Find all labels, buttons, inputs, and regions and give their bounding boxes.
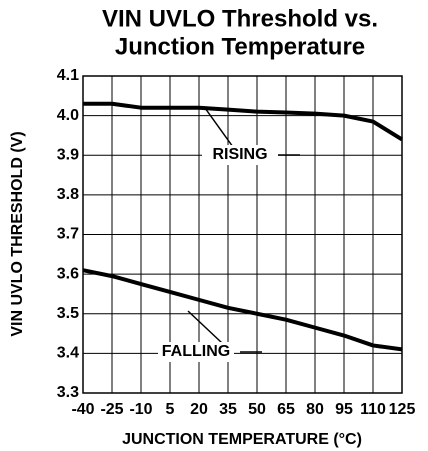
y-tick-label: 3.3 xyxy=(57,384,79,401)
x-tick-label: 80 xyxy=(306,401,324,418)
y-tick-label: 3.7 xyxy=(57,226,79,243)
x-tick-label: -10 xyxy=(129,401,152,418)
y-tick-label: 4.0 xyxy=(57,107,79,124)
data-line xyxy=(83,101,404,142)
label-bg xyxy=(158,342,234,362)
x-tick-label: 110 xyxy=(360,401,386,418)
y-axis-label: VIN UVLO THRESHOLD (V) xyxy=(9,131,26,336)
y-tick-label: 3.4 xyxy=(57,345,79,362)
series-label: RISING xyxy=(212,146,267,163)
y-tick-label: 4.1 xyxy=(57,67,79,84)
x-tick-label: 125 xyxy=(389,401,416,418)
x-tick-label: -40 xyxy=(71,401,94,418)
x-tick-label: 35 xyxy=(219,401,237,418)
y-tick-label: 3.6 xyxy=(57,265,79,282)
leader-line xyxy=(187,310,223,344)
x-tick-label: 50 xyxy=(248,401,266,418)
y-tick-label: 3.8 xyxy=(57,186,79,203)
x-tick-label: 5 xyxy=(166,401,175,418)
y-tick-label: 3.5 xyxy=(57,305,79,322)
data-line xyxy=(82,268,403,352)
plot-frame xyxy=(82,75,403,394)
chart-title: Junction Temperature xyxy=(115,33,365,60)
x-tick-label: 20 xyxy=(190,401,208,418)
x-tick-label: 95 xyxy=(335,401,353,418)
y-tick-label: 3.9 xyxy=(57,146,79,163)
x-axis-label: JUNCTION TEMPERATURE (°C) xyxy=(122,431,362,448)
leader-line xyxy=(204,107,234,148)
x-tick-label: 65 xyxy=(277,401,295,418)
series-label: FALLING xyxy=(162,343,230,360)
chart-title: VIN UVLO Threshold vs. xyxy=(102,5,378,32)
x-tick-label: -25 xyxy=(100,401,123,418)
label-bg xyxy=(202,145,278,165)
